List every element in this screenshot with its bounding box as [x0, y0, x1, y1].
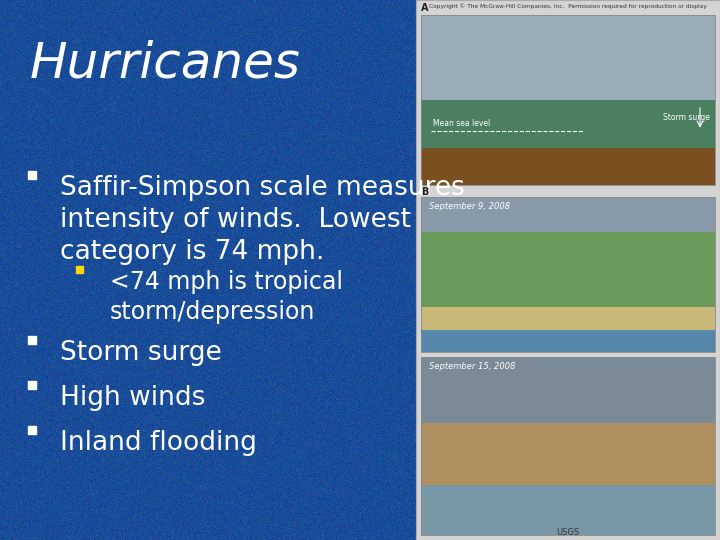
Bar	[421, 15, 715, 185]
Bar	[421, 307, 715, 332]
Bar	[421, 147, 715, 185]
Text: Mean sea level: Mean sea level	[433, 119, 490, 127]
Bar	[421, 15, 715, 120]
Bar	[421, 423, 715, 490]
Bar	[421, 100, 715, 154]
Bar	[416, 0, 720, 540]
Text: USGS: USGS	[557, 528, 580, 537]
Text: A: A	[421, 3, 428, 13]
Text: <74 mph is tropical
storm/depression: <74 mph is tropical storm/depression	[110, 270, 343, 323]
Bar	[28, 381, 36, 389]
Bar	[421, 197, 715, 252]
Text: High winds: High winds	[60, 385, 205, 411]
Bar	[28, 426, 36, 434]
Text: September 9, 2008: September 9, 2008	[429, 202, 510, 211]
Text: Saffir-Simpson scale measures
intensity of winds.  Lowest
category is 74 mph.: Saffir-Simpson scale measures intensity …	[60, 175, 465, 265]
Bar	[421, 330, 715, 352]
Text: Storm surge: Storm surge	[60, 340, 222, 366]
Bar	[421, 232, 715, 312]
Text: B: B	[421, 187, 428, 197]
Text: Inland flooding: Inland flooding	[60, 430, 257, 456]
Bar	[421, 485, 715, 535]
Bar	[28, 171, 36, 179]
Text: Copyright © The McGraw-Hill Companies, Inc.  Permission required for reproductio: Copyright © The McGraw-Hill Companies, I…	[429, 3, 707, 9]
Text: Storm surge: Storm surge	[663, 112, 710, 122]
Text: Hurricanes: Hurricanes	[30, 40, 301, 88]
Text: September 15, 2008: September 15, 2008	[429, 362, 516, 371]
Bar	[76, 266, 83, 273]
Bar	[421, 357, 715, 535]
Bar	[421, 357, 715, 428]
Bar	[28, 336, 36, 344]
Bar	[421, 197, 715, 352]
